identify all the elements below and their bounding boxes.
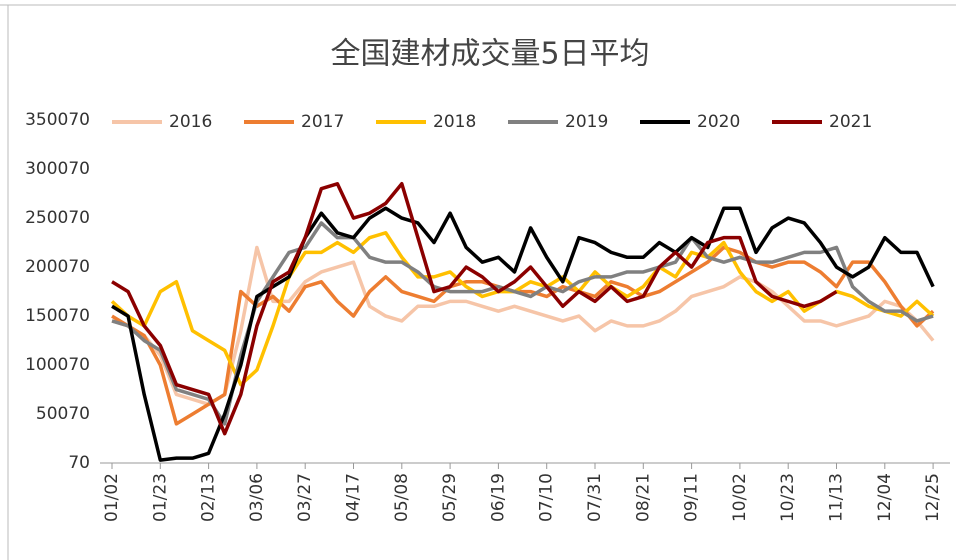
x-tick-label: 01/02 (102, 473, 122, 522)
x-tick-label: 12/25 (923, 473, 943, 522)
x-tick-label: 06/19 (488, 473, 508, 522)
x-tick-label: 05/08 (392, 473, 412, 522)
y-tick-label: 250070 (25, 208, 90, 228)
legend-label: 2016 (169, 112, 212, 132)
series-line (111, 206, 935, 462)
x-tick-label: 12/04 (875, 473, 895, 522)
x-tick-label: 07/10 (537, 473, 557, 522)
x-tick-label: 03/27 (295, 473, 315, 522)
legend-label: 2018 (433, 112, 476, 132)
legend-label: 2017 (301, 112, 344, 132)
x-tick-label: 11/13 (827, 473, 847, 522)
y-tick-label: 350070 (25, 110, 90, 130)
y-tick-label: 200070 (25, 257, 90, 277)
y-tick-label: 150070 (25, 306, 90, 326)
x-tick-label: 08/21 (633, 473, 653, 522)
legend-label: 2019 (565, 112, 608, 132)
x-tick-label: 02/13 (199, 473, 219, 522)
y-tick-label: 100070 (25, 355, 90, 375)
series-line (111, 245, 935, 426)
x-tick-label: 04/17 (344, 473, 364, 522)
series-line (110, 231, 935, 387)
x-tick-label: 10/23 (778, 473, 798, 522)
x-tick-label: 05/29 (440, 473, 460, 522)
x-tick-label: 01/23 (150, 473, 170, 522)
x-tick-label: 09/11 (682, 473, 702, 522)
y-tick-label: 50070 (36, 404, 90, 424)
x-tick-label: 10/02 (730, 473, 750, 522)
legend-label: 2021 (829, 112, 872, 132)
y-tick-label: 70 (68, 453, 90, 473)
chart-title: 全国建材成交量5日平均 (330, 37, 649, 72)
legend-label: 2020 (697, 112, 740, 132)
x-tick-label: 03/06 (247, 473, 267, 522)
x-tick-label: 07/31 (585, 473, 605, 522)
y-tick-label: 300070 (25, 159, 90, 179)
series-line (111, 182, 838, 436)
series-line (111, 245, 935, 407)
